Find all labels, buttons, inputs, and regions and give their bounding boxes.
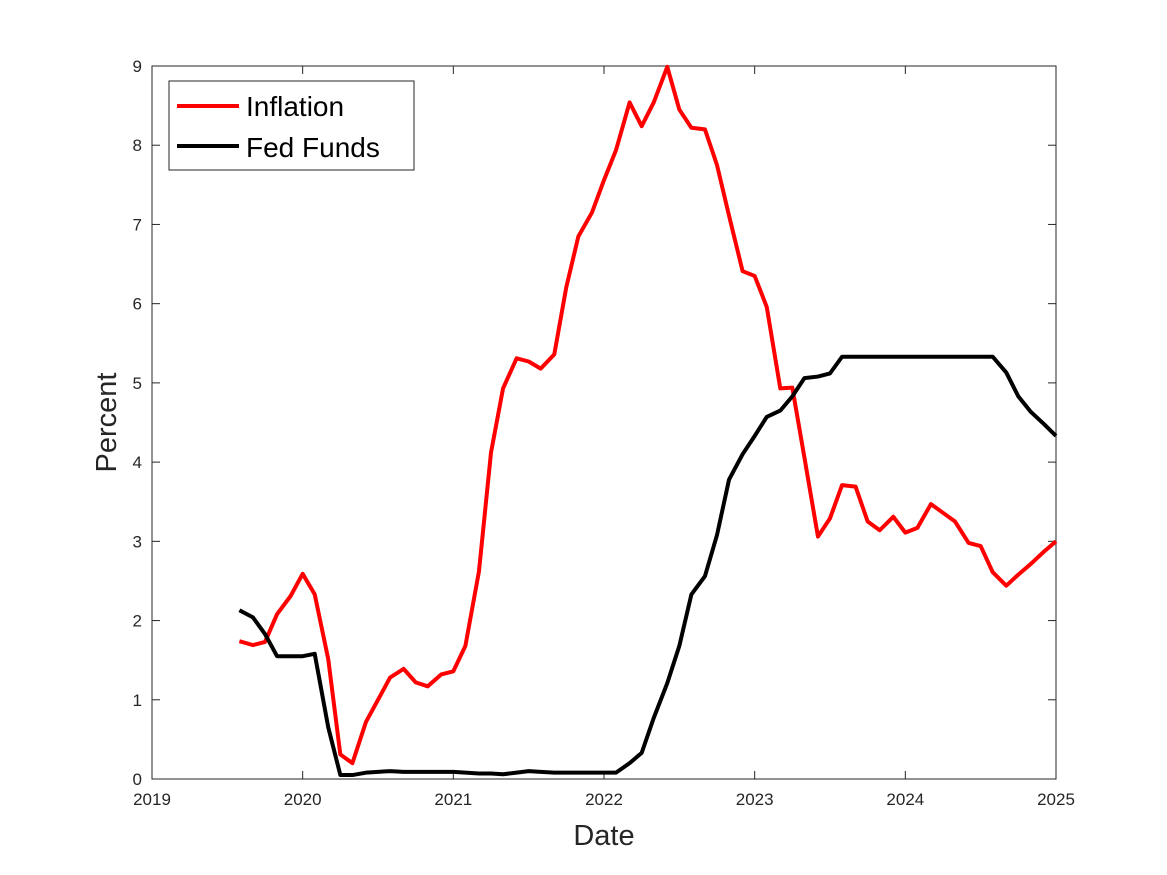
legend-box — [168, 80, 415, 171]
x-tick-label: 2019 — [133, 790, 171, 809]
y-tick-label: 1 — [133, 691, 142, 710]
axis-tick-labels: 2019 2020 2021 2022 2023 2024 2025 0 1 2 3 4 5 6 7 8 9 — [133, 57, 1075, 809]
y-tick-label: 4 — [133, 453, 142, 472]
legend-label-inflation: Inflation — [246, 91, 344, 122]
x-axis-title: Date — [573, 820, 634, 852]
legend-label-fed-funds: Fed Funds — [246, 132, 380, 163]
x-tick-label: 2022 — [585, 790, 623, 809]
y-tick-label: 6 — [133, 295, 142, 314]
y-tick-label: 2 — [133, 612, 142, 631]
y-tick-label: 5 — [133, 374, 142, 393]
y-axis-title: Percent — [91, 373, 123, 473]
x-tick-label: 2023 — [736, 790, 774, 809]
series-line-fed-funds — [238, 354, 1058, 778]
series-line-inflation — [238, 64, 1058, 766]
x-tick-label: 2021 — [434, 790, 472, 809]
y-tick-label: 0 — [133, 770, 142, 789]
axis-ticks — [151, 65, 1057, 780]
x-tick-label: 2025 — [1037, 790, 1075, 809]
y-tick-label: 7 — [133, 215, 142, 234]
legend: Inflation Fed Funds — [168, 80, 415, 171]
x-tick-label: 2024 — [886, 790, 924, 809]
x-tick-label: 2020 — [284, 790, 322, 809]
y-tick-label: 3 — [133, 532, 142, 551]
series-lines — [238, 64, 1058, 778]
plot-area — [151, 65, 1057, 780]
y-tick-label: 9 — [133, 57, 142, 76]
y-tick-label: 8 — [133, 136, 142, 155]
